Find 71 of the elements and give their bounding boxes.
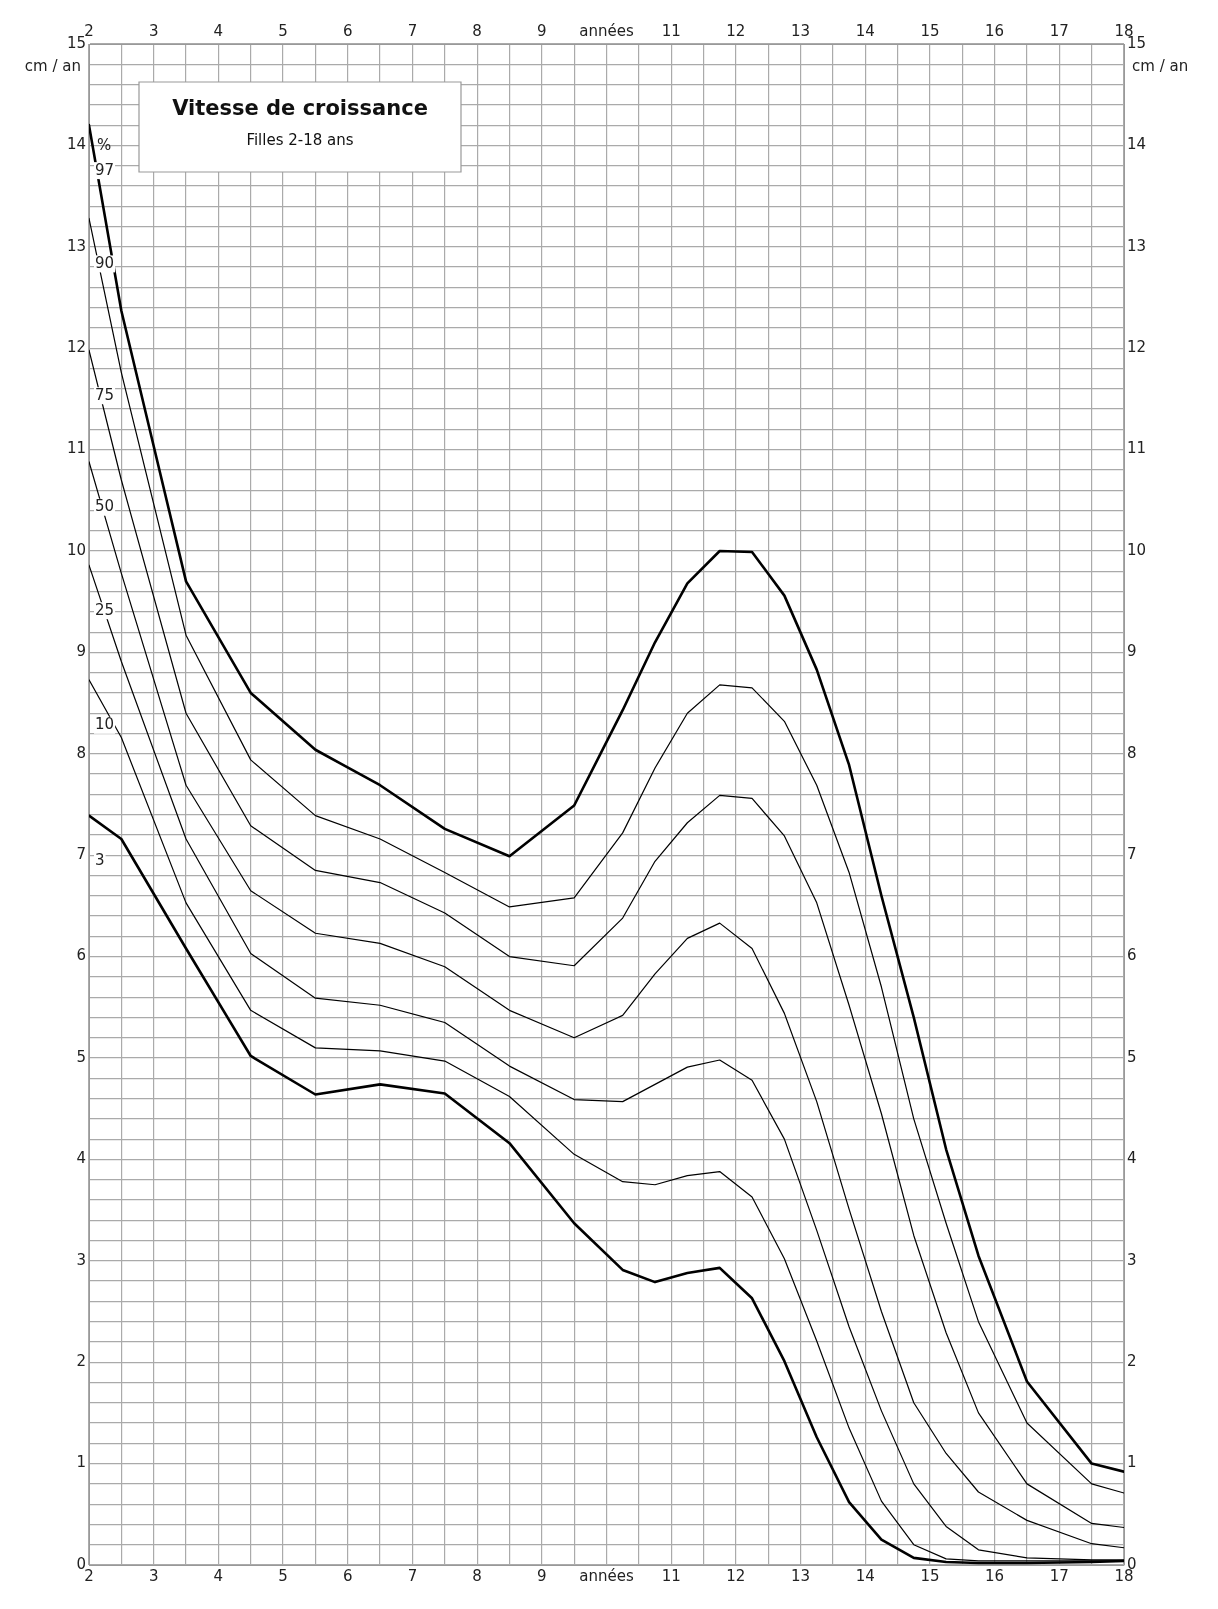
x2-tick-label: 5 <box>278 21 288 40</box>
series-label: 25 <box>95 600 115 619</box>
y-tick-label: 5 <box>76 1047 86 1066</box>
x2-tick-label: 15 <box>920 21 940 40</box>
y-tick-label: 15 <box>66 33 86 52</box>
x2-tick-label: 4 <box>213 21 224 40</box>
x-tick-label: 4 <box>213 1566 224 1585</box>
x-tick-label: 17 <box>1049 1566 1069 1585</box>
x-tick-label: années <box>579 1566 634 1585</box>
text: Filles 2-18 ans <box>246 131 354 150</box>
series-label: 97 <box>95 160 115 179</box>
y2-tick-label: 6 <box>1127 946 1137 965</box>
x-tick-label: 3 <box>148 1566 159 1585</box>
y-tick-label: 14 <box>66 135 86 154</box>
x-tick-label: 14 <box>855 1566 875 1585</box>
x2-tick-label: 7 <box>407 21 418 40</box>
y2-tick-label: 2 <box>1127 1352 1137 1371</box>
series-label: 75 <box>95 385 115 404</box>
y2-tick-label: 8 <box>1127 743 1137 762</box>
x-tick-label: 16 <box>985 1566 1005 1585</box>
x2-tick-label: 6 <box>342 21 353 40</box>
y2-tick-label: 7 <box>1127 845 1137 864</box>
series-label: 90 <box>95 253 115 272</box>
series-label: 10 <box>95 715 115 734</box>
x2-tick-label: 16 <box>985 21 1005 40</box>
y2-tick-label: 10 <box>1127 540 1147 559</box>
y2-tick-label: 4 <box>1127 1149 1137 1168</box>
y-tick-label: 6 <box>76 946 86 965</box>
y-tick-label: 2 <box>76 1352 86 1371</box>
y2-tick-label: 1 <box>1127 1453 1137 1472</box>
x2-tick-label: 13 <box>791 21 811 40</box>
x-tick-label: 13 <box>791 1566 811 1585</box>
x-tick-label: 11 <box>661 1566 681 1585</box>
x2-tick-label: 17 <box>1049 21 1069 40</box>
y-tick-label: 10 <box>66 540 86 559</box>
y-tick-label: 12 <box>66 338 86 357</box>
y-tick-label: 3 <box>76 1250 86 1269</box>
x-tick-label: 9 <box>537 1566 547 1585</box>
x-tick-label: 12 <box>726 1566 746 1585</box>
y-tick-label: 11 <box>66 439 86 458</box>
x2-tick-label: 11 <box>661 21 681 40</box>
x2-tick-label: 9 <box>537 21 547 40</box>
y-tick-label: 4 <box>76 1149 86 1168</box>
y2-tick-label: 5 <box>1127 1047 1137 1066</box>
y2-tick-label: 14 <box>1127 135 1147 154</box>
series-label: 3 <box>95 851 105 870</box>
y2-axis-title: cm / an <box>1132 57 1189 76</box>
y-tick-label: 13 <box>66 236 86 255</box>
x2-tick-label: 14 <box>855 21 875 40</box>
y2-tick-label: 3 <box>1127 1250 1137 1269</box>
y-tick-label: 9 <box>76 642 86 661</box>
y-tick-label: 7 <box>76 845 86 864</box>
y2-tick-label: 12 <box>1127 338 1147 357</box>
y2-tick-label: 9 <box>1127 642 1137 661</box>
x-tick-label: 7 <box>407 1566 418 1585</box>
x-tick-label: 15 <box>920 1566 940 1585</box>
y-tick-label: 8 <box>76 743 86 762</box>
x2-tick-label: 12 <box>726 21 746 40</box>
x2-tick-label: 3 <box>148 21 159 40</box>
x-tick-label: 8 <box>472 1566 482 1585</box>
annotation: % <box>97 136 112 155</box>
x2-tick-label: 8 <box>472 21 482 40</box>
y-axis-title: cm / an <box>24 57 81 76</box>
y2-tick-label: 13 <box>1127 236 1147 255</box>
y2-tick-label: 11 <box>1127 439 1147 458</box>
x-tick-label: 6 <box>342 1566 353 1585</box>
y-tick-label: 1 <box>76 1453 86 1472</box>
x-tick-label: 5 <box>278 1566 288 1585</box>
x2-tick-label: années <box>579 21 634 40</box>
text: Vitesse de croissance <box>172 95 428 120</box>
series-label: 50 <box>95 497 115 516</box>
